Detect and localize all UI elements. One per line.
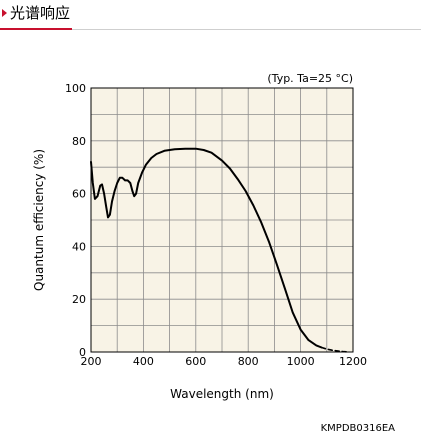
y-axis-label: Quantum efficiency (%) — [32, 149, 46, 291]
x-tick-label: 1200 — [339, 355, 367, 368]
conditions-annotation: (Typ. Ta=25 °C) — [267, 72, 353, 85]
y-tick-label: 80 — [72, 135, 86, 148]
y-tick-label: 60 — [72, 188, 86, 201]
x-tick-label: 400 — [133, 355, 154, 368]
y-tick-label: 40 — [72, 240, 86, 253]
y-tick-label: 20 — [72, 293, 86, 306]
grid-lines — [91, 88, 353, 352]
y-tick-label: 0 — [79, 346, 86, 359]
section-header: 光谱响应 — [0, 0, 421, 30]
series-line — [90, 147, 323, 349]
section-underline — [72, 29, 421, 30]
plot-frame — [90, 87, 354, 353]
tick-labels: 200 400 600 800 1000 1200 0 20 40 60 80 100 — [65, 82, 367, 368]
x-tick-label: 600 — [185, 355, 206, 368]
x-tick-label: 200 — [81, 355, 102, 368]
x-axis-label: Wavelength (nm) — [170, 387, 274, 401]
section-underline-accent — [0, 28, 72, 30]
triangle-marker-icon — [2, 9, 7, 17]
figure-code: KMPDB0316EA — [321, 423, 396, 434]
x-tick-label: 800 — [238, 355, 259, 368]
series-group — [90, 147, 349, 353]
x-tick-label: 1000 — [287, 355, 315, 368]
series-line-dashed — [320, 346, 349, 353]
y-tick-label: 100 — [65, 82, 86, 95]
section-title: 光谱响应 — [10, 4, 71, 22]
